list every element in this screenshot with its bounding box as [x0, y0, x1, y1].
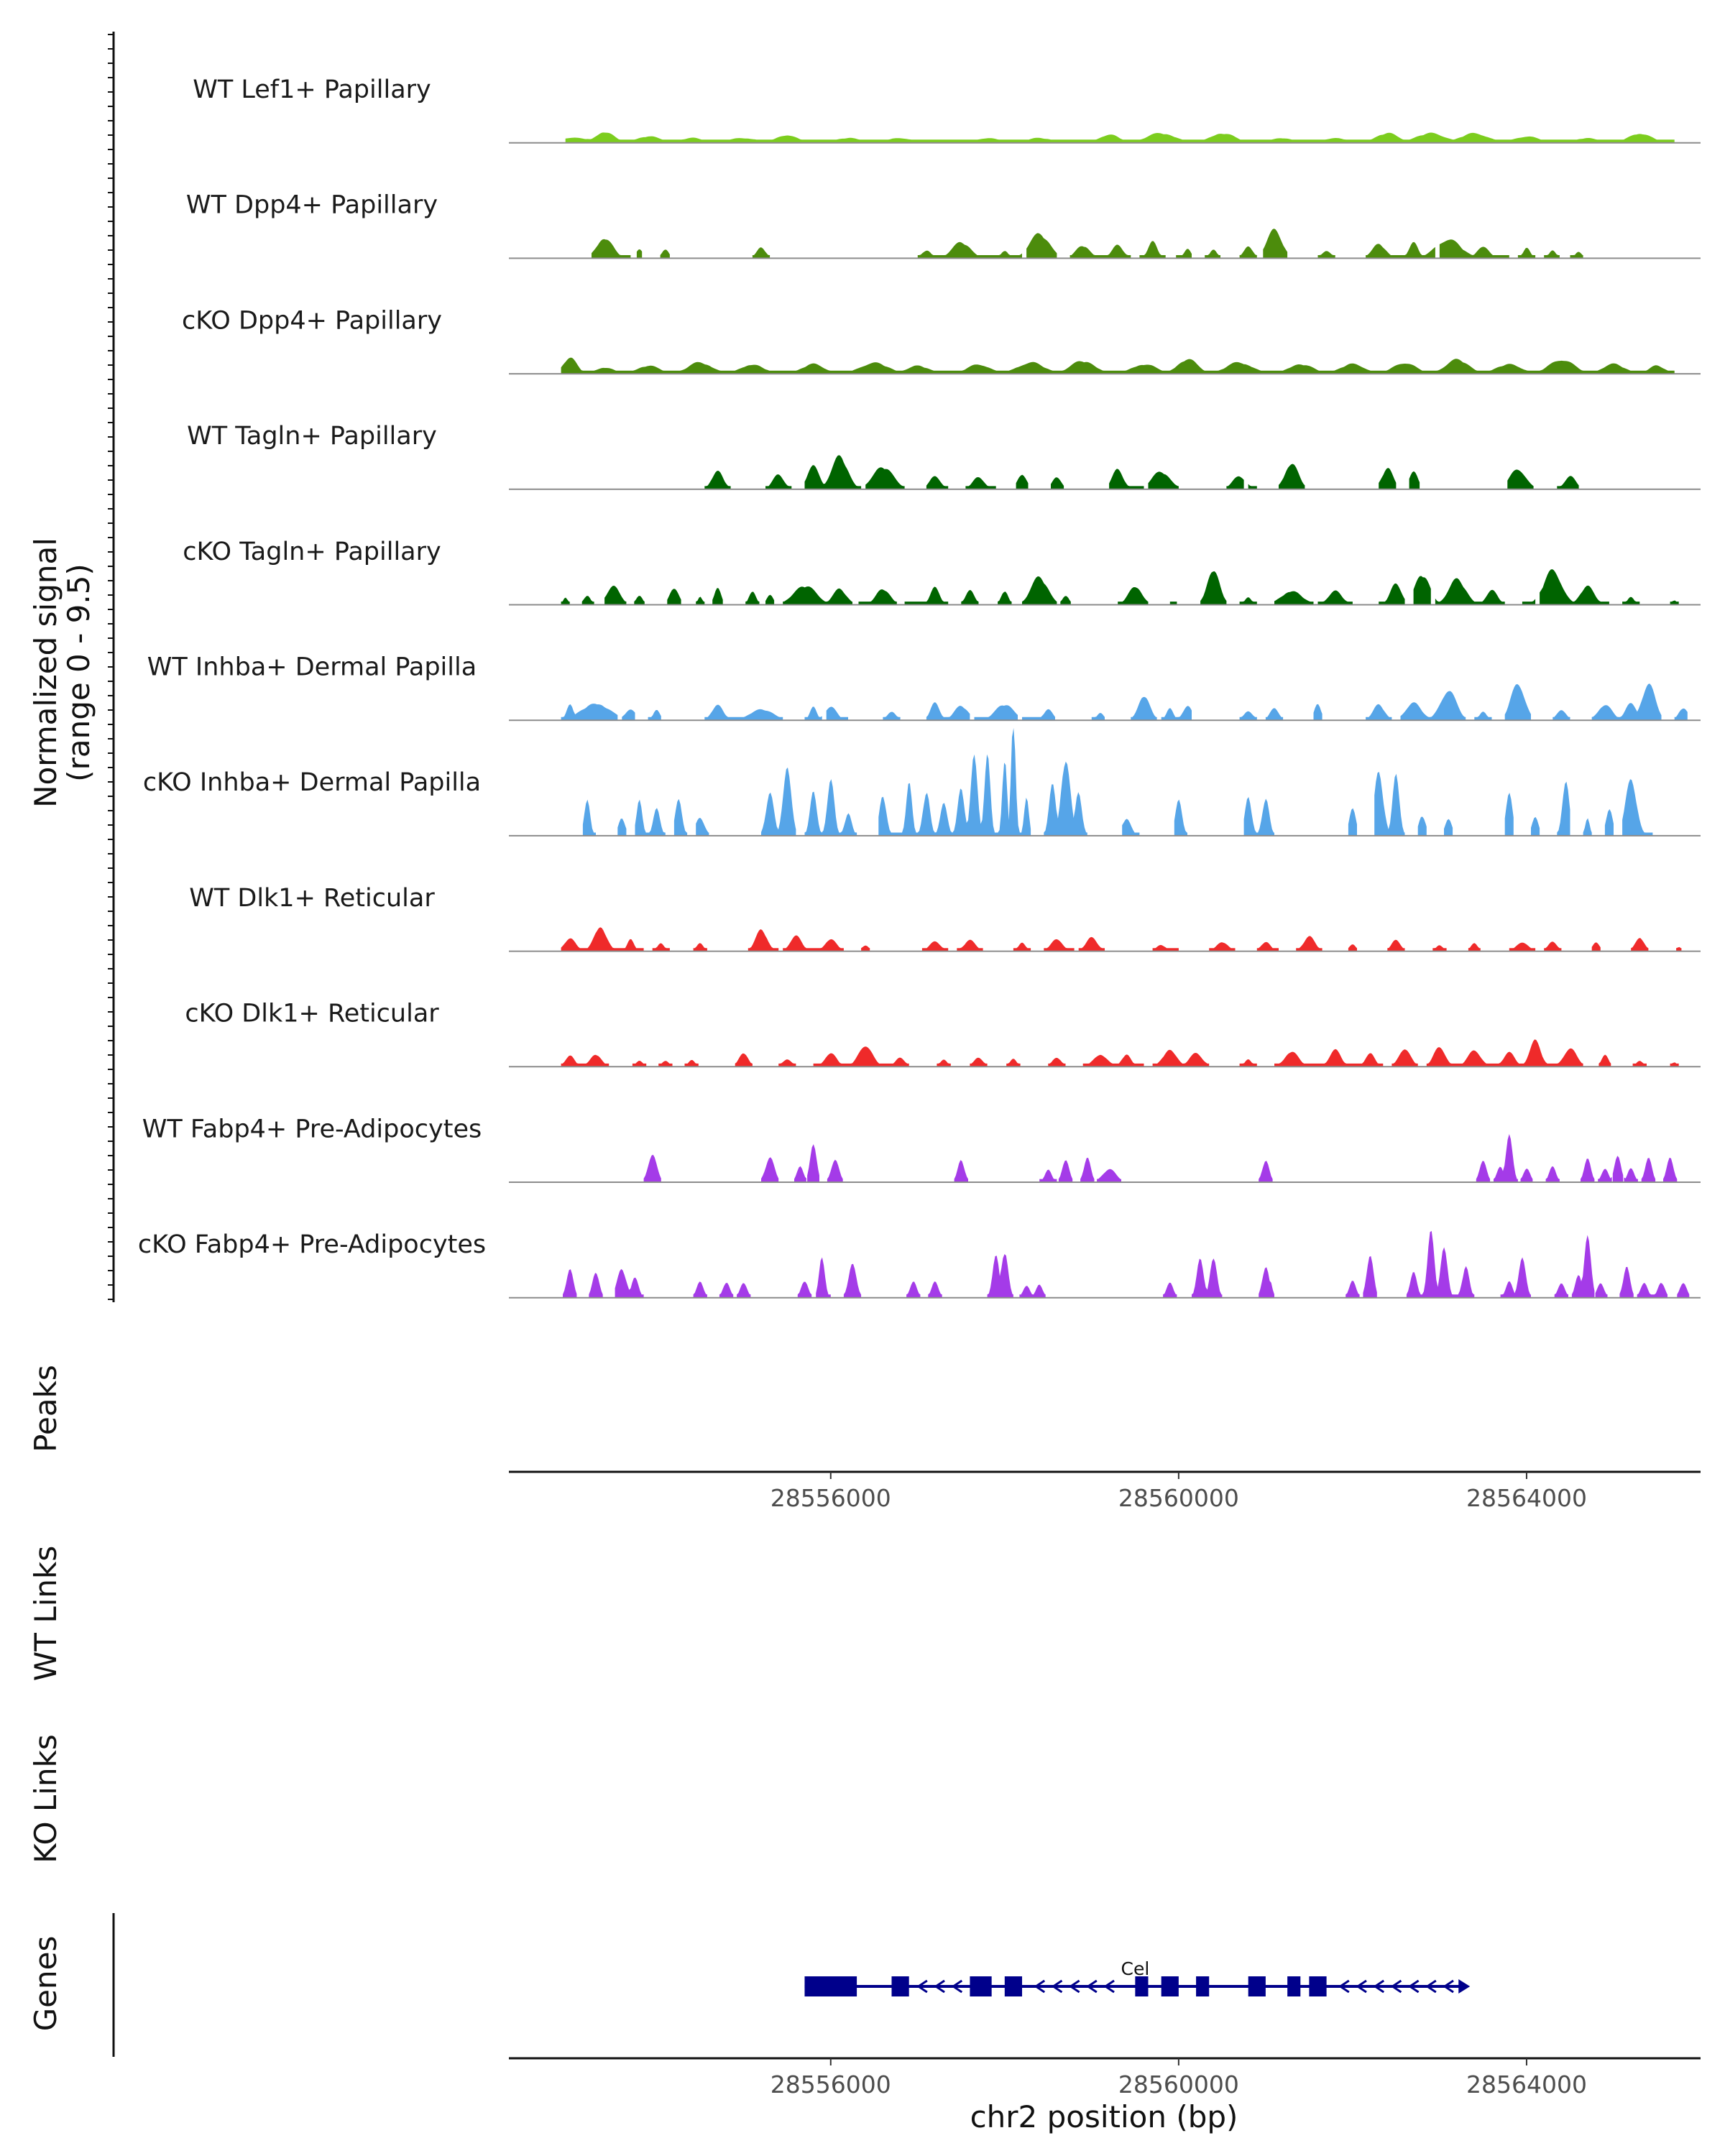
signal-area [561, 683, 1688, 721]
gene-strand-arrow [1373, 1979, 1385, 1994]
gene-exon [1135, 1976, 1149, 1996]
gene-strand-arrow [1051, 1979, 1063, 1994]
track-label: cKO Dpp4+ Papillary [182, 306, 442, 335]
gene-strand-arrow [1034, 1979, 1046, 1994]
signal-area [592, 229, 1583, 259]
track-label: cKO Tagln+ Papillary [183, 538, 441, 566]
gene-model [804, 1976, 1471, 1996]
track-wt-dpp4-papillary: WT Dpp4+ Papillary [186, 191, 1701, 259]
track-cko-tagln-papillary: cKO Tagln+ Papillary [183, 538, 1701, 606]
x-tick-label: 28556000 [770, 2070, 891, 2099]
track-wt-inhba-dermal-papilla: WT Inhba+ Dermal Papilla [147, 653, 1701, 722]
peaks-panel-x-axis: 28556000 28560000 28564000 [509, 1470, 1701, 1512]
gene-strand-arrow [1407, 1979, 1420, 1994]
x-tick-label: 28560000 [1118, 1484, 1239, 1512]
signal-area [643, 1134, 1678, 1182]
gene-exon [891, 1976, 909, 1996]
genes-panel-title: Genes [28, 1936, 63, 2032]
x-tick-label: 28556000 [770, 1484, 891, 1512]
gene-strand-arrow [1425, 1979, 1437, 1994]
x-tick-label: 28564000 [1466, 2070, 1587, 2099]
gene-strand-arrow [951, 1979, 963, 1994]
gene-strand-arrow [1443, 1979, 1454, 1994]
track-wt-dlk1-reticular: WT Dlk1+ Reticular [189, 884, 1701, 952]
signal-area [563, 1230, 1690, 1298]
signal-area [582, 727, 1653, 836]
track-label: cKO Dlk1+ Reticular [185, 1000, 439, 1028]
track-wt-fabp4-pre-adipocytes: WT Fabp4+ Pre-Adipocytes [142, 1115, 1701, 1183]
signal-area [561, 1039, 1679, 1067]
track-label: WT Lef1+ Papillary [193, 75, 431, 104]
gene-exon [1248, 1976, 1266, 1996]
gene-strand-arrow [1338, 1979, 1350, 1994]
gene-name-label: Cel [1121, 1958, 1150, 1979]
gene-exon [1309, 1976, 1327, 1996]
coverage-y-axis-ticks [108, 34, 114, 1300]
gene-exon [1196, 1976, 1210, 1996]
signal-area [565, 132, 1675, 143]
track-label: WT Dpp4+ Papillary [186, 191, 438, 220]
track-label: cKO Fabp4+ Pre-Adipocytes [138, 1230, 486, 1259]
gene-strand-arrow [1103, 1979, 1115, 1994]
track-cko-inhba-dermal-papilla: cKO Inhba+ Dermal Papilla [143, 727, 1701, 837]
y-axis-title-line2: (range 0 - 9.5) [61, 563, 96, 782]
track-cko-dpp4-papillary: cKO Dpp4+ Papillary [182, 306, 1701, 375]
track-label: WT Inhba+ Dermal Papilla [147, 653, 477, 682]
coverage-tracks: WT Lef1+ Papillary WT Dpp4+ Papillary cKO … [138, 75, 1701, 1299]
track-label: WT Tagln+ Papillary [187, 422, 437, 451]
gene-strand-arrow [1356, 1979, 1367, 1994]
signal-area [561, 927, 1682, 952]
gene-exon [1004, 1976, 1023, 1996]
signal-area [561, 357, 1675, 374]
signal-area [704, 455, 1579, 489]
gene-strand-arrow [1086, 1979, 1098, 1994]
track-label: WT Dlk1+ Reticular [189, 884, 435, 913]
gene-end-cap [1458, 1979, 1471, 1994]
y-axis-title-line1: Normalized signal [28, 538, 63, 808]
y-axis-title: Normalized signal (range 0 - 9.5) [28, 538, 96, 808]
gene-strand-arrow [916, 1979, 928, 1994]
track-cko-fabp4-pre-adipocytes: cKO Fabp4+ Pre-Adipocytes [138, 1230, 1701, 1299]
track-cko-dlk1-reticular: cKO Dlk1+ Reticular [185, 1000, 1701, 1068]
gene-strand-arrow [1068, 1979, 1080, 1994]
ko-links-panel-title: KO Links [28, 1734, 63, 1864]
track-wt-lef1-papillary: WT Lef1+ Papillary [193, 75, 1701, 144]
track-label: cKO Inhba+ Dermal Papilla [143, 768, 481, 797]
peaks-panel-title: Peaks [28, 1365, 63, 1452]
gene-strand-arrow [1390, 1979, 1402, 1994]
x-axis-title: chr2 position (bp) [970, 2099, 1238, 2134]
gene-exon [970, 1976, 992, 1996]
gene-exon [804, 1976, 857, 1996]
genes-panel-x-axis: 28556000 28560000 28564000 [509, 2057, 1701, 2099]
signal-area [561, 569, 1679, 605]
track-label: WT Fabp4+ Pre-Adipocytes [142, 1115, 482, 1143]
x-tick-label: 28564000 [1466, 1484, 1587, 1512]
track-wt-tagln-papillary: WT Tagln+ Papillary [187, 422, 1701, 490]
gene-exon [1161, 1976, 1179, 1996]
gene-exon [1287, 1976, 1301, 1996]
x-tick-label: 28560000 [1118, 2070, 1239, 2099]
gene-strand-arrow [934, 1979, 945, 1994]
wt-links-panel-title: WT Links [28, 1546, 63, 1681]
